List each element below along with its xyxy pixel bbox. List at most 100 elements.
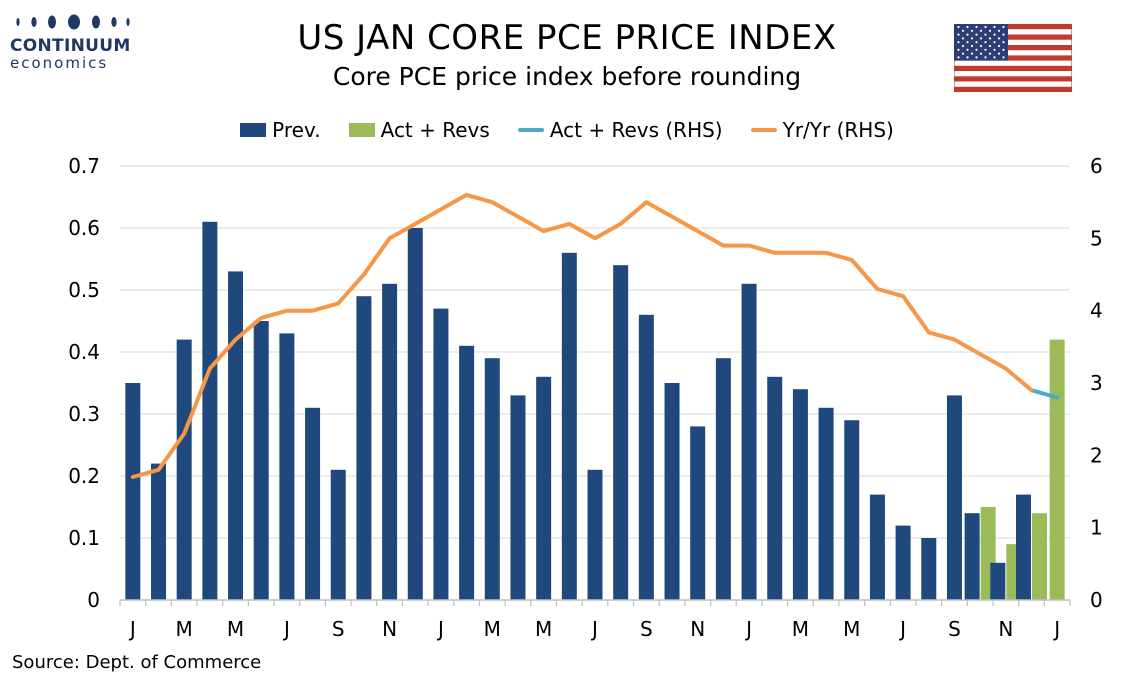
bar-prev (253, 321, 269, 600)
flag-star (984, 33, 987, 36)
bar-prev (715, 358, 731, 600)
bar-prev (895, 525, 911, 600)
flag-star (988, 52, 992, 55)
bar-prev (741, 283, 757, 600)
flag-star (957, 33, 960, 36)
flag-star (966, 41, 969, 44)
legend-label-prev: Prev. (272, 118, 321, 142)
x-tick-label: M (792, 617, 809, 641)
x-tick-label: M (484, 617, 501, 641)
flag-star (988, 37, 992, 40)
flag-star (970, 44, 974, 48)
flag-star (988, 44, 992, 48)
flag-star (966, 25, 969, 29)
x-tick-label: M (535, 617, 552, 641)
bar-prev (561, 252, 577, 601)
bar-act-revs (1031, 513, 1047, 600)
flag-star (975, 56, 978, 59)
bar-prev (792, 389, 808, 600)
continuum-logo: CONTINUUM economics (10, 14, 140, 72)
flag-star (970, 29, 974, 32)
x-tick-label: J (744, 617, 752, 641)
bar-prev (818, 407, 834, 600)
chart-axes: 0 0.1 0.2 0.3 0.4 0.5 0.6 0.7 0 1 2 3 4 5 6 J M M J S N J M M J S… (68, 154, 1103, 641)
bar-prev (176, 339, 192, 600)
flag-star (957, 56, 960, 59)
bar-prev (921, 538, 937, 600)
bar-prev (946, 395, 962, 600)
flag-star (993, 48, 996, 51)
bar-prev (484, 358, 500, 600)
flag-star (997, 44, 1001, 48)
x-tick-label: M (176, 617, 193, 641)
x-tick-label: M (227, 617, 244, 641)
y-left-tick-label: 0.3 (68, 402, 100, 426)
bar-prev (433, 308, 449, 600)
y-right-tick-label: 4 (1090, 299, 1103, 323)
y-right-tick-label: 6 (1090, 154, 1103, 178)
x-tick-label: S (948, 617, 961, 641)
logo-dots-icon (16, 14, 130, 30)
bar-prev (330, 469, 346, 600)
flag-star (993, 56, 996, 59)
x-tick-label: N (382, 617, 397, 641)
legend-swatch-act-revs (348, 123, 375, 137)
flag-star (1002, 25, 1005, 29)
flag-star (970, 52, 974, 55)
bar-act-revs (1049, 339, 1065, 600)
flag-star (957, 48, 960, 51)
legend-item-act-revs-rhs: Act + Revs (RHS) (517, 118, 723, 142)
flag-star (966, 56, 969, 59)
bar-prev (407, 228, 423, 600)
bar-prev (1015, 494, 1031, 600)
logo-name: CONTINUUM (10, 36, 131, 56)
flag-star (961, 52, 965, 55)
legend-label-act-revs: Act + Revs (380, 118, 490, 142)
x-tick-label: J (436, 617, 444, 641)
flag-star (997, 29, 1001, 32)
legend-label-yr-yr: Yr/Yr (RHS) (782, 118, 894, 142)
flag-star (979, 44, 983, 48)
flag-star (993, 41, 996, 44)
flag-star (975, 25, 978, 29)
flag-star (1002, 56, 1005, 59)
line-act-revs-rhs (1029, 388, 1060, 400)
flag-star (988, 29, 992, 32)
y-left-tick-label: 0.7 (68, 154, 100, 178)
bar-prev (767, 376, 783, 600)
flag-star (984, 25, 987, 29)
x-tick-label: S (332, 617, 345, 641)
legend-swatch-prev (240, 123, 267, 137)
x-tick-label: N (998, 617, 1013, 641)
flag-star (970, 37, 974, 40)
x-tick-label: J (1052, 617, 1060, 641)
x-tick-label: M (843, 617, 860, 641)
y-left-tick-label: 0.2 (68, 464, 100, 488)
flag-star (966, 48, 969, 51)
us-flag-icon (954, 24, 1072, 92)
bar-prev (459, 345, 475, 600)
bar-prev (587, 469, 603, 600)
y-left-tick-label: 0.1 (68, 526, 100, 550)
source-note: Source: Dept. of Commerce (12, 652, 262, 673)
flag-star (1002, 41, 1005, 44)
bar-prev (990, 562, 1006, 600)
flag-star (975, 48, 978, 51)
flag-star (957, 25, 960, 29)
x-tick-label: J (898, 617, 906, 641)
bar-prev (125, 383, 141, 600)
flag-star (979, 37, 983, 40)
y-left-tick-label: 0 (87, 588, 100, 612)
flag-star (984, 56, 987, 59)
x-tick-label: J (590, 617, 598, 641)
bar-prev (382, 283, 398, 600)
x-tick-label: J (128, 617, 136, 641)
line-yr-yr-rhs (130, 192, 1034, 479)
bar-prev (510, 395, 526, 600)
line-series (130, 192, 1060, 479)
legend-swatch-yr-yr (750, 128, 777, 132)
bar-prev (690, 426, 706, 600)
y-left-tick-label: 0.6 (68, 216, 100, 240)
flag-star (997, 37, 1001, 40)
